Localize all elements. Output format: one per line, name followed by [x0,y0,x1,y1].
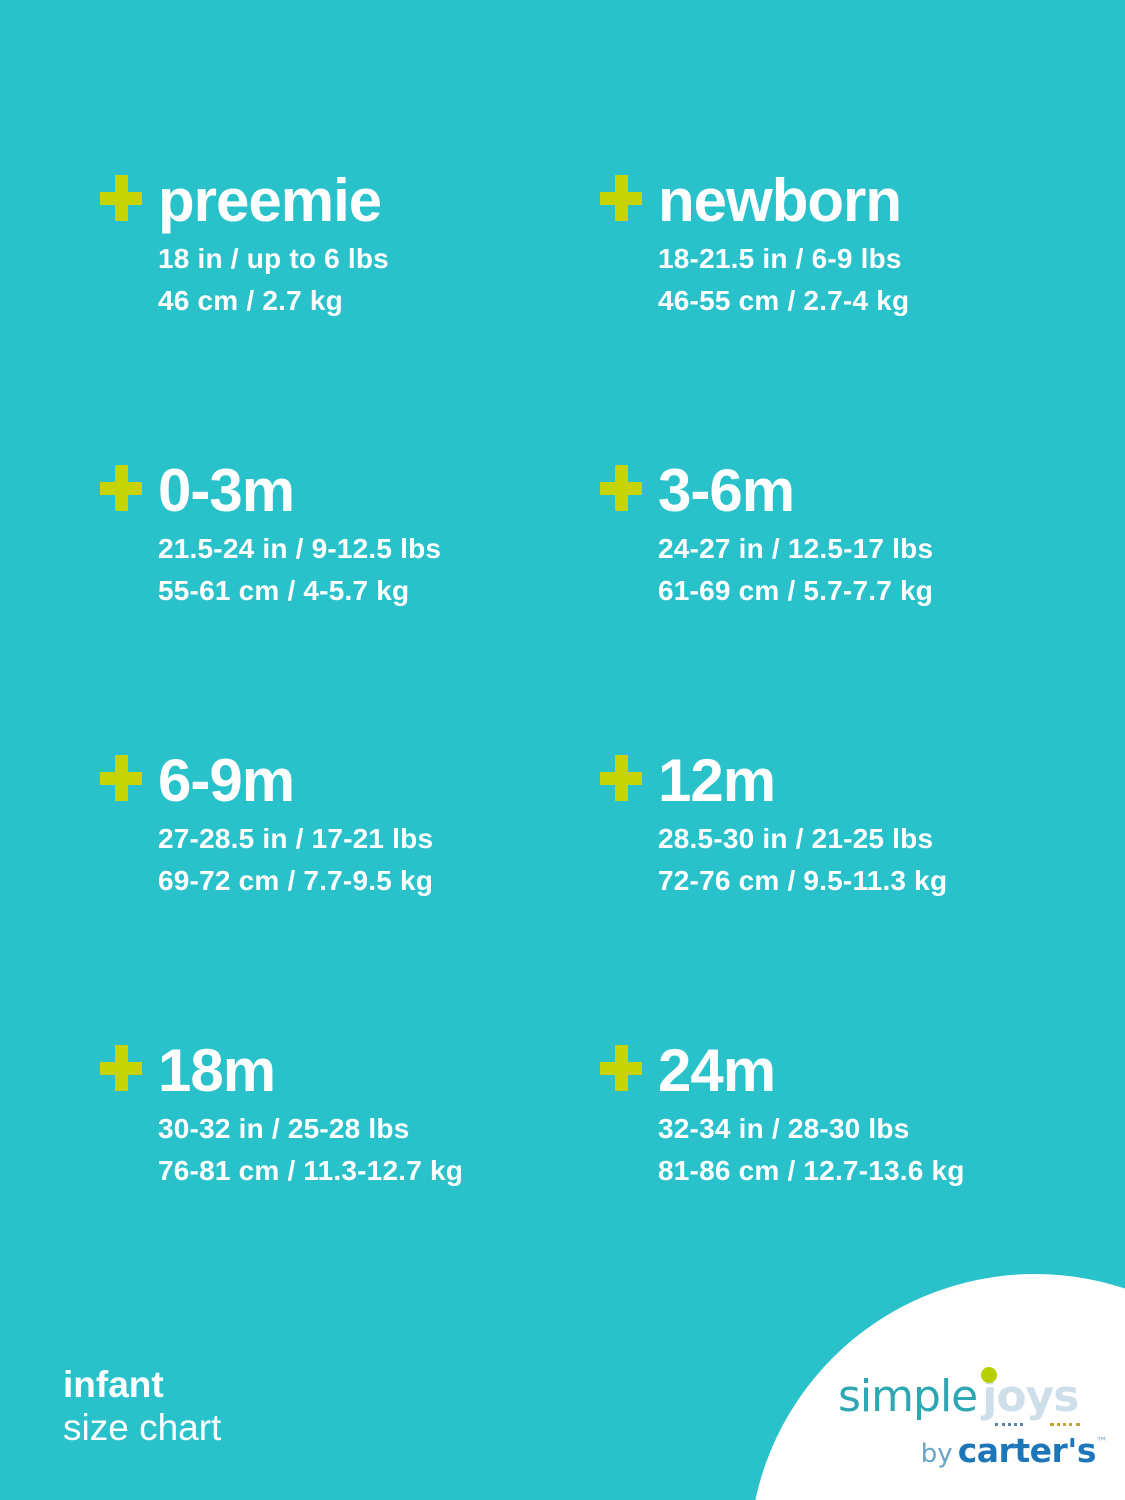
plus-icon [600,1045,642,1091]
chart-title-type: size chart [63,1407,222,1448]
size-block-12m: 12m 28.5-30 in / 21-25 lbs 72-76 cm / 9.… [600,750,1060,1040]
size-label: 3-6m [658,457,795,524]
plus-icon [100,465,142,511]
size-info: newborn 18-21.5 in / 6-9 lbs 46-55 cm / … [658,170,909,322]
size-imperial: 18-21.5 in / 6-9 lbs [658,243,902,274]
size-label: 12m [658,747,776,814]
size-imperial: 32-34 in / 28-30 lbs [658,1113,910,1144]
size-info: preemie 18 in / up to 6 lbs 46 cm / 2.7 … [158,170,389,322]
logo-word-simple: simple [838,1371,978,1422]
size-metric: 72-76 cm / 9.5-11.3 kg [658,865,948,896]
size-info: 3-6m 24-27 in / 12.5-17 lbs 61-69 cm / 5… [658,460,933,612]
size-label: newborn [658,167,902,234]
size-block-newborn: newborn 18-21.5 in / 6-9 lbs 46-55 cm / … [600,170,1060,460]
plus-icon [600,755,642,801]
brand-logo: simple joys by carter's™ [838,1367,1108,1470]
plus-icon [600,175,642,221]
size-info: 24m 32-34 in / 28-30 lbs 81-86 cm / 12.7… [658,1040,965,1192]
size-metric: 69-72 cm / 7.7-9.5 kg [158,865,434,896]
size-metric: 46-55 cm / 2.7-4 kg [658,285,910,316]
plus-icon [600,465,642,511]
size-metric: 55-61 cm / 4-5.7 kg [158,575,410,606]
size-block-18m: 18m 30-32 in / 25-28 lbs 76-81 cm / 11.3… [100,1040,600,1330]
size-imperial: 28.5-30 in / 21-25 lbs [658,823,934,854]
size-info: 0-3m 21.5-24 in / 9-12.5 lbs 55-61 cm / … [158,460,441,612]
size-imperial: 30-32 in / 25-28 lbs [158,1113,410,1144]
size-grid: preemie 18 in / up to 6 lbs 46 cm / 2.7 … [100,170,1060,1330]
size-imperial: 24-27 in / 12.5-17 lbs [658,533,934,564]
size-metric: 76-81 cm / 11.3-12.7 kg [158,1155,464,1186]
size-metric: 61-69 cm / 5.7-7.7 kg [658,575,934,606]
underline-dots-right-icon [1050,1423,1080,1426]
size-block-preemie: preemie 18 in / up to 6 lbs 46 cm / 2.7 … [100,170,600,460]
size-label: 18m [158,1037,276,1104]
trademark-symbol: ™ [1096,1435,1108,1449]
size-info: 6-9m 27-28.5 in / 17-21 lbs 69-72 cm / 7… [158,750,433,902]
logo-byline: by carter's™ [921,1431,1108,1470]
size-info: 12m 28.5-30 in / 21-25 lbs 72-76 cm / 9.… [658,750,947,902]
plus-icon [100,1045,142,1091]
plus-icon [100,175,142,221]
size-info: 18m 30-32 in / 25-28 lbs 76-81 cm / 11.3… [158,1040,463,1192]
plus-icon [100,755,142,801]
logo-by: by [920,1439,953,1469]
size-metric: 46 cm / 2.7 kg [158,285,343,316]
size-imperial: 18 in / up to 6 lbs [158,243,389,274]
underline-dots-left-icon [995,1423,1023,1426]
chart-title-category: infant [63,1364,164,1405]
size-imperial: 21.5-24 in / 9-12.5 lbs [158,533,442,564]
size-label: 24m [658,1037,776,1104]
size-label: 6-9m [158,747,295,814]
size-label: 0-3m [158,457,295,524]
size-imperial: 27-28.5 in / 17-21 lbs [158,823,434,854]
logo-wordmark: simple joys [838,1367,1108,1422]
logo-word-joys: joys [981,1367,1079,1422]
size-block-24m: 24m 32-34 in / 28-30 lbs 81-86 cm / 12.7… [600,1040,1060,1330]
size-block-6-9m: 6-9m 27-28.5 in / 17-21 lbs 69-72 cm / 7… [100,750,600,1040]
chart-title: infant size chart [63,1363,221,1449]
size-metric: 81-86 cm / 12.7-13.6 kg [658,1155,965,1186]
size-block-3-6m: 3-6m 24-27 in / 12.5-17 lbs 61-69 cm / 5… [600,460,1060,750]
size-label: preemie [158,167,382,234]
j-dot-icon [981,1367,998,1383]
logo-brand-carters: carter's [957,1431,1097,1470]
size-block-0-3m: 0-3m 21.5-24 in / 9-12.5 lbs 55-61 cm / … [100,460,600,750]
